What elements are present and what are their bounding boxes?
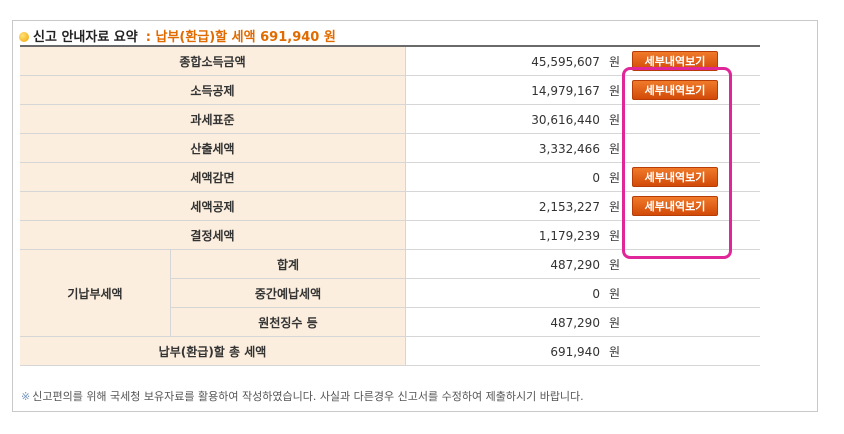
- row-label: 종합소득금액: [20, 45, 406, 76]
- unit-label: 원: [608, 199, 620, 214]
- row-value: 3,332,466: [538, 141, 600, 156]
- unit-label: 원: [608, 315, 620, 330]
- row-value: 487,290: [550, 315, 600, 330]
- button-cell: [632, 278, 760, 308]
- detail-button-income[interactable]: 세부내역보기: [632, 51, 718, 71]
- table-row: 세액공제 2,153,227 원 세부내역보기: [20, 191, 760, 221]
- total-value: 691,940: [550, 344, 600, 359]
- unit-label: 원: [608, 170, 620, 185]
- table-row: 종합소득금액 45,595,607 원 세부내역보기: [20, 45, 760, 76]
- row-label: 결정세액: [20, 220, 406, 250]
- row-label: 합계: [170, 249, 406, 279]
- row-value-cell: 487,290 원: [405, 249, 632, 279]
- table-row: 과세표준 30,616,440 원: [20, 104, 760, 134]
- summary-header: 신고 안내자료 요약 : 납부(환급)할 세액 691,940 원: [19, 26, 336, 45]
- row-value-cell: 1,179,239 원: [405, 220, 632, 250]
- table-row: 소득공제 14,979,167 원 세부내역보기: [20, 75, 760, 105]
- unit-label: 원: [608, 257, 620, 272]
- unit-label: 원: [608, 286, 620, 301]
- unit-label: 원: [608, 83, 620, 98]
- row-value-cell: 45,595,607 원: [405, 45, 632, 76]
- row-label: 세액공제: [20, 191, 406, 221]
- row-label: 과세표준: [20, 104, 406, 134]
- row-value: 1,179,239: [538, 228, 600, 243]
- row-value: 14,979,167: [531, 83, 600, 98]
- unit-label: 원: [608, 112, 620, 127]
- row-value: 45,595,607: [531, 54, 600, 69]
- button-cell: [632, 307, 760, 337]
- note-mark: ※: [21, 390, 31, 403]
- row-value: 2,153,227: [538, 199, 600, 214]
- total-label: 납부(환급)할 총 세액: [20, 336, 406, 366]
- note-text: 신고편의를 위해 국세청 보유자료를 활용하여 작성하였습니다. 사실과 다른경…: [32, 390, 584, 403]
- button-cell: [632, 220, 760, 250]
- unit-label: 원: [608, 141, 620, 156]
- summary-title: 신고 안내자료 요약: [33, 30, 138, 45]
- unit-label: 원: [608, 344, 620, 359]
- table-row: 납부(환급)할 총 세액 691,940 원: [20, 336, 760, 366]
- button-cell: [632, 133, 760, 163]
- button-cell: 세부내역보기: [632, 75, 760, 105]
- row-label: 소득공제: [20, 75, 406, 105]
- row-value: 0: [592, 286, 600, 301]
- highlight-box: [622, 67, 732, 259]
- button-cell: [632, 104, 760, 134]
- detail-button-reduction[interactable]: 세부내역보기: [632, 167, 718, 187]
- row-value-cell: 14,979,167 원: [405, 75, 632, 105]
- button-cell: 세부내역보기: [632, 162, 760, 192]
- total-value-cell: 691,940 원: [405, 336, 632, 366]
- button-cell: 세부내역보기: [632, 45, 760, 76]
- table-row: 산출세액 3,332,466 원: [20, 133, 760, 163]
- table-row: 원천징수 등 487,290 원: [20, 307, 760, 337]
- detail-button-credit[interactable]: 세부내역보기: [632, 196, 718, 216]
- row-value-cell: 30,616,440 원: [405, 104, 632, 134]
- row-value: 30,616,440: [531, 112, 600, 127]
- table-row: 결정세액 1,179,239 원: [20, 220, 760, 250]
- button-cell: [632, 336, 760, 366]
- row-label: 원천징수 등: [170, 307, 406, 337]
- row-value: 0: [592, 170, 600, 185]
- row-label: 중간예납세액: [170, 278, 406, 308]
- prepaid-group-label: 기납부세액: [20, 249, 171, 337]
- button-cell: [632, 249, 760, 279]
- row-value-cell: 2,153,227 원: [405, 191, 632, 221]
- tax-summary-panel: 신고 안내자료 요약 : 납부(환급)할 세액 691,940 원 종합소득금액 …: [12, 20, 818, 412]
- detail-button-deduction[interactable]: 세부내역보기: [632, 80, 718, 100]
- summary-table: 종합소득금액 45,595,607 원 세부내역보기 소득공제 14,979,16…: [20, 45, 760, 366]
- bullet-icon: [19, 32, 29, 42]
- row-label: 세액감면: [20, 162, 406, 192]
- row-value: 487,290: [550, 257, 600, 272]
- unit-label: 원: [608, 228, 620, 243]
- button-cell: 세부내역보기: [632, 191, 760, 221]
- row-label: 산출세액: [20, 133, 406, 163]
- table-row: 기납부세액 합계 487,290 원: [20, 249, 760, 337]
- summary-amount: : 납부(환급)할 세액 691,940 원: [145, 30, 336, 45]
- footnote: ※ 신고편의를 위해 국세청 보유자료를 활용하여 작성하였습니다. 사실과 다른…: [21, 388, 584, 404]
- row-value-cell: 487,290 원: [405, 307, 632, 337]
- row-value-cell: 3,332,466 원: [405, 133, 632, 163]
- unit-label: 원: [608, 54, 620, 69]
